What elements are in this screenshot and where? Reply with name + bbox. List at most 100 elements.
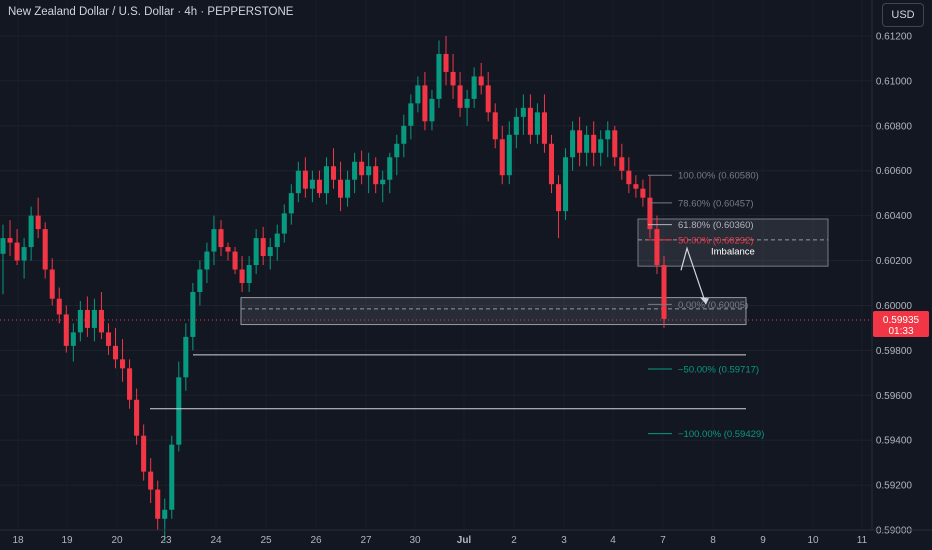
arrow-head-icon xyxy=(700,297,709,305)
candle-body xyxy=(246,265,252,283)
candle xyxy=(14,229,20,266)
candle xyxy=(366,152,372,194)
price-tick-label: 0.59000 xyxy=(876,526,913,537)
candle xyxy=(295,161,301,203)
candle-body xyxy=(457,85,463,108)
currency-button[interactable]: USD xyxy=(882,3,924,27)
price-tick-label: 0.59200 xyxy=(876,481,913,492)
candle xyxy=(42,222,48,279)
candle xyxy=(584,125,590,167)
candle-body xyxy=(28,215,34,248)
time-tick-label: 24 xyxy=(210,535,222,546)
candle xyxy=(654,215,660,275)
candle-body xyxy=(323,166,329,194)
candle-body xyxy=(647,197,653,230)
price-tag-box xyxy=(873,311,929,338)
candle-body xyxy=(21,247,27,261)
fib-level-label: 78.60% (0.60457) xyxy=(678,198,754,209)
time-tick-label: 26 xyxy=(310,535,322,546)
fib-level-label: 0.00% (0.60005) xyxy=(678,300,748,311)
fib-level-label: 61.80% (0.60360) xyxy=(678,220,754,231)
candle xyxy=(204,242,210,283)
candle-body xyxy=(443,53,449,72)
candle-body xyxy=(7,238,13,243)
price-axis: 0.61200 0.61000 0.60800 0.60600 0.60400 0.602… xyxy=(876,32,913,537)
candle-body xyxy=(408,103,414,126)
time-tick-label: 23 xyxy=(160,535,172,546)
candle-body xyxy=(359,161,365,176)
candle xyxy=(492,103,498,149)
candle-body xyxy=(387,157,393,180)
time-tick-label: Jul xyxy=(457,535,472,546)
time-tick-label: 20 xyxy=(111,535,123,546)
candle xyxy=(162,498,168,542)
candle-body xyxy=(570,130,576,158)
price-tick-label: 0.60800 xyxy=(876,121,913,132)
price-tick-label: 0.60600 xyxy=(876,166,913,177)
price-tag-value: 0.59935 xyxy=(883,315,920,326)
candle-body xyxy=(197,269,203,292)
candle xyxy=(373,157,379,194)
candle xyxy=(211,215,217,266)
candle xyxy=(56,287,62,324)
candle xyxy=(260,226,266,266)
candle-body xyxy=(84,309,90,328)
candle-body xyxy=(401,125,407,144)
candle xyxy=(612,125,618,167)
price-tick-label: 0.61000 xyxy=(876,76,913,87)
imbalance-zone[interactable] xyxy=(637,218,829,267)
candle-body xyxy=(534,112,540,135)
candle-body xyxy=(605,130,611,140)
candle xyxy=(527,94,533,144)
symbol-title[interactable]: New Zealand Dollar / U.S. Dollar · 4h · … xyxy=(8,6,294,18)
candle-body xyxy=(563,157,569,212)
candle xyxy=(134,388,140,445)
candles-layer xyxy=(0,36,667,542)
candle xyxy=(534,103,540,144)
candle xyxy=(253,229,259,275)
candle-body xyxy=(654,229,660,266)
price-tick-label: 0.61200 xyxy=(876,32,913,43)
candle-body xyxy=(98,309,104,333)
candle xyxy=(633,175,639,198)
time-tick-label: 8 xyxy=(710,535,716,546)
candle-body xyxy=(584,134,590,153)
candle xyxy=(155,480,161,530)
candle-body xyxy=(394,143,400,158)
candle-body xyxy=(63,314,69,346)
candle xyxy=(176,361,182,452)
candle xyxy=(49,258,55,306)
candle xyxy=(0,224,6,295)
candle-body xyxy=(485,85,491,113)
candle-body xyxy=(302,170,308,189)
price-tick-label: 0.59800 xyxy=(876,346,913,357)
candle xyxy=(548,134,555,194)
candle xyxy=(169,435,175,519)
candle xyxy=(281,204,287,243)
candle-body xyxy=(626,170,632,185)
candle xyxy=(401,114,407,158)
candle-body xyxy=(541,112,547,144)
candle-body xyxy=(190,291,196,337)
candle xyxy=(218,220,224,257)
candle xyxy=(274,224,280,261)
price-tick-label: 0.60400 xyxy=(876,211,913,222)
candle xyxy=(422,71,428,131)
candle xyxy=(127,359,133,409)
candle xyxy=(267,238,273,270)
imbalance-label: Imbalance xyxy=(711,247,755,258)
candle-body xyxy=(112,345,119,360)
time-tick-label: 25 xyxy=(260,535,272,546)
time-tick-label: 10 xyxy=(807,535,819,546)
candle-body xyxy=(225,247,231,252)
candle-body xyxy=(127,368,133,400)
candle xyxy=(120,339,126,382)
candle xyxy=(91,298,97,342)
candle-body xyxy=(134,399,140,436)
price-tick-label: 0.59600 xyxy=(876,391,913,402)
imbalance-arrow[interactable] xyxy=(680,246,707,305)
candle xyxy=(506,121,512,185)
price-axis-bg[interactable] xyxy=(872,0,932,550)
